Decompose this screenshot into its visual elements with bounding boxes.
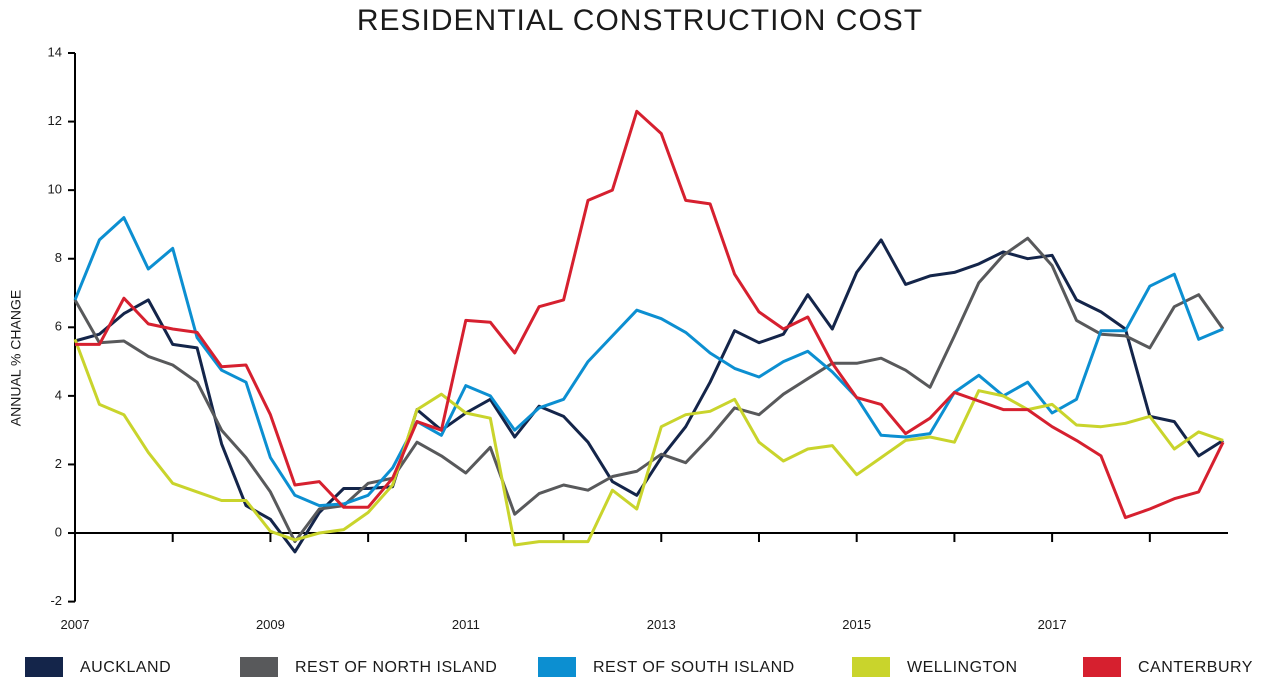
y-tick-label: 10	[48, 182, 62, 197]
series-line	[73, 216, 1224, 508]
y-tick-label: 12	[48, 113, 62, 128]
y-axis-label: ANNUAL % CHANGE	[8, 290, 24, 426]
x-tick-label: 2009	[256, 617, 285, 632]
legend-swatch	[1083, 657, 1121, 677]
y-tick-label: -2	[50, 593, 62, 608]
x-tick-label: 2013	[647, 617, 676, 632]
y-tick-label: 2	[55, 456, 62, 471]
y-tick-label: 8	[55, 250, 62, 265]
legend-swatch	[240, 657, 278, 677]
legend-swatch	[852, 657, 890, 677]
legend-swatch	[538, 657, 576, 677]
y-tick-label: 4	[55, 387, 62, 402]
series-line	[75, 109, 1225, 520]
legend-label: REST OF NORTH ISLAND	[295, 659, 497, 676]
y-tick-label: 14	[48, 44, 62, 59]
series-line	[74, 238, 1224, 554]
x-tick-label: 2015	[842, 617, 871, 632]
x-tick-label: 2017	[1038, 617, 1067, 632]
y-tick-label: 6	[55, 319, 62, 334]
legend-label: WELLINGTON	[907, 659, 1018, 676]
y-tick-label: 0	[55, 524, 62, 539]
x-tick-label: 2011	[452, 617, 480, 632]
legend-label: AUCKLAND	[80, 659, 171, 676]
x-tick-label: 2007	[61, 617, 90, 632]
chart-title: RESIDENTIAL CONSTRUCTION COST	[357, 4, 923, 37]
series-line	[73, 338, 1224, 547]
legend-swatch	[25, 657, 63, 677]
legend-label: REST OF SOUTH ISLAND	[593, 659, 795, 676]
legend-label: CANTERBURY	[1138, 659, 1253, 676]
